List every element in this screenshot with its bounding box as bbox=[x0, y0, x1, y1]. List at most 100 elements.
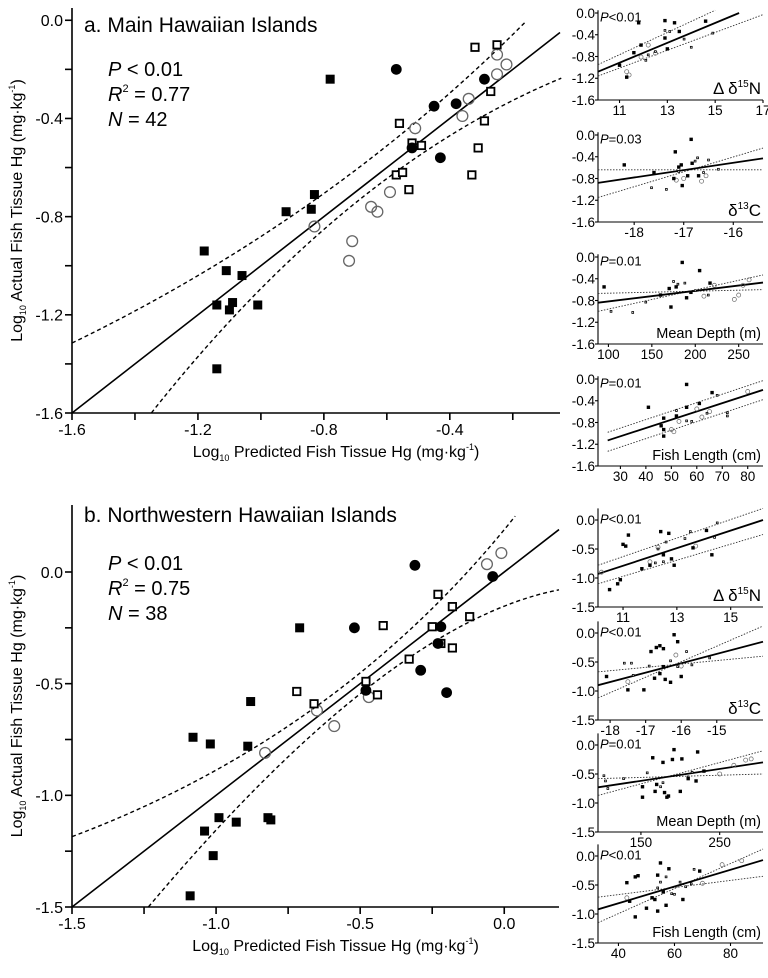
stat-value: = 0.75 bbox=[129, 578, 191, 600]
point-filled-square bbox=[663, 677, 667, 682]
chart-small-a4: 0.0 -0.4 -0.8 -1.2 -1.6 30 40 50 60 70 80 P=0.01 Fis… bbox=[572, 372, 764, 484]
y-tick-label: -0.5 bbox=[35, 676, 63, 693]
subscript: 10 bbox=[219, 453, 229, 463]
point-filled-square bbox=[651, 756, 655, 760]
x-tick-label: 60 bbox=[689, 469, 704, 484]
point-open-square bbox=[690, 770, 694, 774]
variable-name: δ bbox=[728, 699, 737, 718]
stat-line: N = 38 bbox=[108, 603, 168, 625]
point-open-square bbox=[664, 875, 668, 879]
x-tick-label: 40 bbox=[638, 469, 653, 484]
point-filled-circle bbox=[435, 621, 447, 633]
y-tick-label: -0.8 bbox=[35, 209, 63, 226]
variable-suffix: C bbox=[749, 201, 761, 220]
p-value-label: P=0.01 bbox=[600, 253, 642, 268]
point-filled-square bbox=[642, 688, 646, 692]
text-part: Predicted Fish Tissue Hg (mg·kg bbox=[229, 938, 466, 955]
regression-line bbox=[598, 157, 764, 184]
fit-lines bbox=[598, 848, 764, 924]
fit-lines bbox=[72, 515, 560, 907]
point-filled-square bbox=[658, 671, 662, 676]
point-open-square bbox=[726, 414, 729, 418]
stat-value: = 38 bbox=[122, 603, 167, 625]
x-tick-label: 0.0 bbox=[493, 916, 515, 933]
point-filled-square bbox=[681, 897, 685, 902]
point-open-square bbox=[677, 170, 681, 173]
point-open-square bbox=[394, 118, 405, 128]
p-value: =0.03 bbox=[609, 131, 642, 146]
point-filled-square bbox=[618, 578, 623, 582]
point-filled-square bbox=[205, 739, 215, 749]
subscript: 10 bbox=[18, 305, 28, 315]
point-filled-circle bbox=[432, 638, 444, 649]
y-tick-label: -1.6 bbox=[572, 93, 595, 108]
point-open-square bbox=[693, 289, 697, 293]
stat-line: R2 = 0.75 bbox=[108, 577, 190, 600]
y-tick-label: -0.4 bbox=[572, 150, 596, 165]
x-tick-label: 50 bbox=[664, 469, 679, 484]
point-open-circle bbox=[647, 559, 653, 565]
x-tick-label: 17 bbox=[755, 103, 768, 118]
x-tick-label: 250 bbox=[708, 835, 731, 850]
point-filled-square bbox=[686, 776, 690, 781]
variable-suffix: N bbox=[749, 586, 761, 605]
point-filled-square bbox=[694, 779, 698, 783]
y-axis-label: Log10 Actual Fish Tissue Hg (mg·kg-1) bbox=[7, 79, 28, 342]
y-tick-label: 0.0 bbox=[576, 6, 595, 21]
x-tick-label: 60 bbox=[667, 946, 682, 961]
point-open-circle bbox=[731, 297, 737, 302]
point-filled-square bbox=[617, 63, 622, 67]
point-open-circle bbox=[717, 771, 723, 777]
point-open-circle bbox=[624, 69, 630, 75]
y-tick-label: -1.6 bbox=[572, 459, 595, 474]
point-open-square bbox=[447, 643, 457, 653]
p-value: <0.01 bbox=[609, 511, 642, 526]
point-filled-square bbox=[658, 293, 663, 297]
point-open-circle bbox=[456, 109, 469, 123]
point-filled-square bbox=[680, 757, 684, 761]
stat-value: < 0.01 bbox=[121, 59, 183, 81]
point-open-square bbox=[486, 86, 496, 97]
point-open-circle bbox=[731, 762, 737, 768]
point-open-circle bbox=[678, 663, 684, 669]
point-open-circle bbox=[740, 282, 746, 288]
regression-line bbox=[598, 281, 764, 304]
point-filled-square bbox=[668, 680, 673, 684]
point-filled-square bbox=[663, 36, 667, 40]
point-open-square bbox=[682, 37, 686, 41]
point-open-circle bbox=[490, 68, 504, 81]
y-tick-label: 0.0 bbox=[41, 565, 63, 582]
point-filled-circle bbox=[428, 100, 440, 112]
point-open-circle bbox=[383, 186, 397, 199]
point-open-square bbox=[630, 661, 633, 665]
p-value-label: P<0.01 bbox=[600, 624, 642, 639]
point-filled-square bbox=[212, 364, 222, 374]
point-open-square bbox=[693, 159, 697, 163]
point-open-square bbox=[631, 311, 635, 314]
text-part: Actual Fish Tissue Hg (mg·kg bbox=[9, 93, 26, 306]
point-open-square bbox=[292, 686, 302, 697]
y-tick-label: -0.8 bbox=[572, 49, 595, 64]
point-open-square bbox=[659, 785, 662, 789]
point-open-square bbox=[678, 880, 682, 884]
point-filled-square bbox=[624, 544, 628, 548]
point-filled-square bbox=[684, 405, 689, 409]
point-filled-square bbox=[708, 281, 712, 285]
point-filled-square bbox=[185, 891, 195, 901]
point-open-square bbox=[726, 411, 729, 415]
p-symbol: P bbox=[600, 736, 609, 751]
point-filled-square bbox=[636, 874, 640, 878]
x-tick-label: 11 bbox=[616, 610, 630, 625]
point-open-circle bbox=[346, 235, 359, 248]
point-open-square bbox=[404, 185, 414, 195]
point-filled-square bbox=[669, 305, 673, 309]
y-tick-label: -0.4 bbox=[572, 28, 596, 43]
point-open-square bbox=[470, 42, 480, 52]
point-open-square bbox=[606, 787, 610, 790]
point-filled-square bbox=[646, 405, 651, 409]
point-filled-square bbox=[680, 183, 684, 188]
point-filled-square bbox=[689, 137, 693, 142]
point-filled-square bbox=[662, 790, 667, 795]
p-value-label: P=0.03 bbox=[600, 131, 642, 146]
point-open-square bbox=[433, 589, 443, 599]
